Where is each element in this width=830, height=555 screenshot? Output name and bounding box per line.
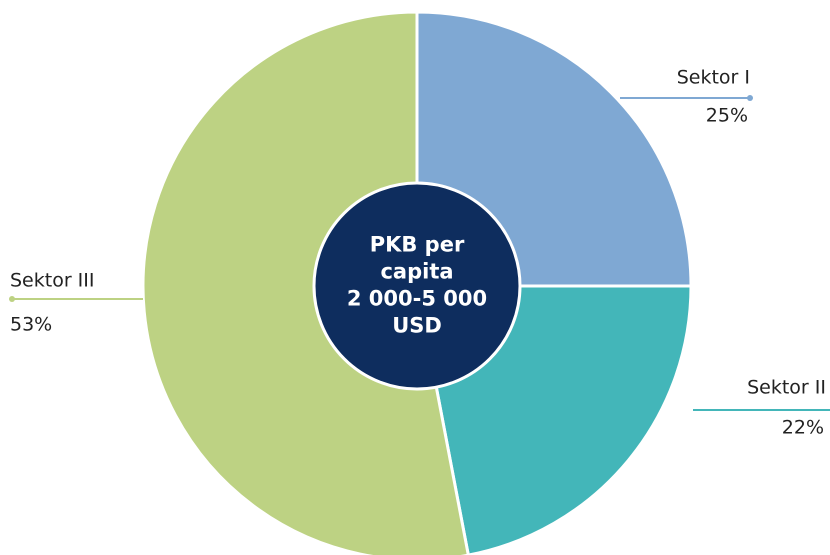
leader-dot [9, 296, 15, 302]
slice-label: Sektor II [747, 377, 826, 399]
slice-label: Sektor I [677, 67, 750, 89]
slice-label: Sektor III [10, 270, 95, 292]
value-label: 22% [782, 417, 824, 439]
value-label: 25% [706, 105, 748, 127]
center-label: PKB per [370, 233, 465, 257]
value-label: 53% [10, 314, 52, 336]
center-circle [312, 181, 522, 391]
center-label: 2 000-5 000 [347, 287, 487, 311]
pie-slice [141, 10, 470, 555]
leader-dot [747, 95, 753, 101]
center-label: USD [392, 314, 442, 338]
center-label: capita [380, 260, 453, 284]
